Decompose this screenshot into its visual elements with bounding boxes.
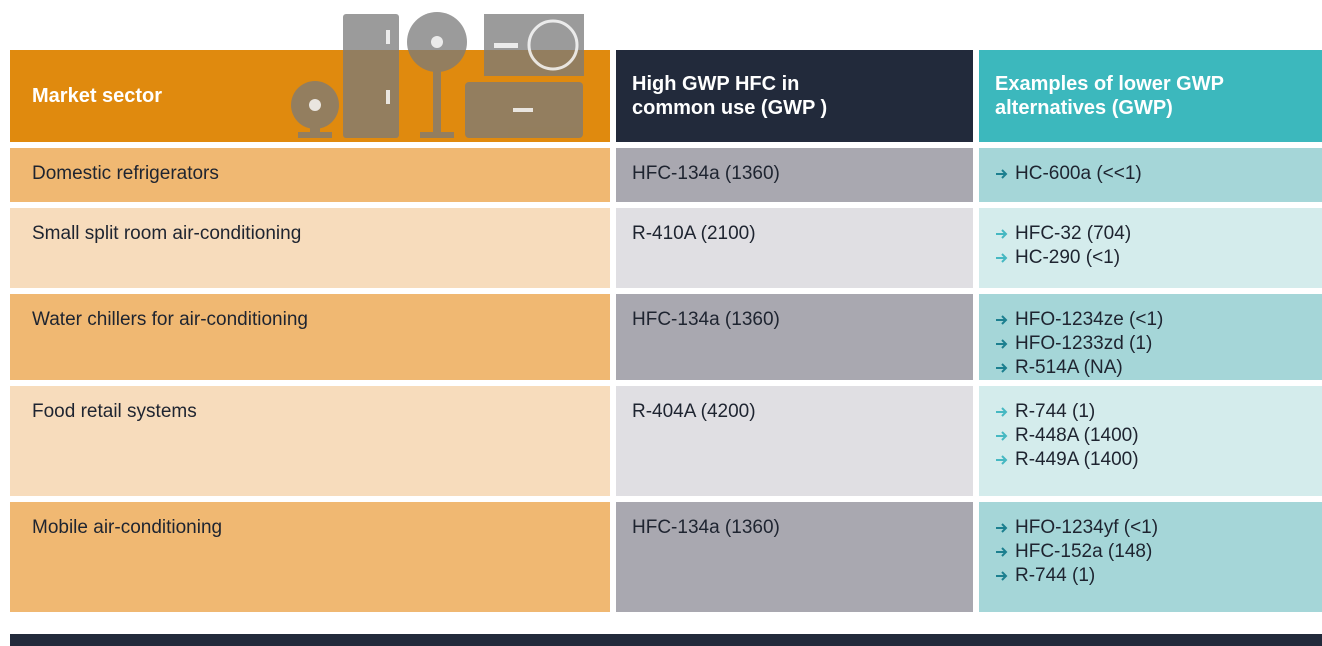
hfc-text: HFC-134a (1360): [632, 309, 780, 330]
sector-text: Domestic refrigerators: [32, 163, 219, 184]
hfc-cell: R-404A (4200): [616, 386, 973, 496]
alternative-text: HFO-1234ze (<1): [1015, 309, 1164, 330]
alternatives-cell: HFO-1234yf (<1) HFC-152a (148) R-744 (1): [979, 502, 1322, 612]
sector-text: Water chillers for air-conditioning: [32, 309, 308, 330]
header-cell: Examples of lower GWP alternatives (GWP): [979, 50, 1322, 142]
alternative-item: HFO-1234yf (<1): [995, 516, 1306, 540]
alternative-item: R-744 (1): [995, 564, 1306, 588]
arrow-icon: [996, 363, 1008, 373]
alternative-text: R-744 (1): [1015, 565, 1096, 586]
hfc-text: HFC-134a (1360): [632, 517, 780, 538]
sector-cell: Food retail systems: [10, 386, 610, 496]
arrow-icon: [996, 547, 1008, 557]
arrow-icon: [996, 253, 1008, 263]
alternative-item: HFC-152a (148): [995, 540, 1306, 564]
alternative-item: HFO-1234ze (<1): [995, 308, 1306, 332]
alternative-item: HC-290 (<1): [995, 246, 1306, 270]
alternative-text: HC-600a (<<1): [1015, 163, 1142, 184]
sector-cell: Water chillers for air-conditioning: [10, 294, 610, 380]
alternative-text: HC-290 (<1): [1015, 247, 1121, 268]
sector-text: Mobile air-conditioning: [32, 517, 223, 538]
alternative-text: HFC-152a (148): [1015, 541, 1153, 562]
header-text: Market sector: [32, 85, 163, 107]
alternative-text: R-449A (1400): [1015, 449, 1139, 470]
appliance-icons: [291, 12, 584, 138]
header-text: Examples of lower GWP alternatives (GWP): [995, 73, 1224, 119]
sector-cell: Small split room air-conditioning: [10, 208, 610, 288]
alternative-item: HC-600a (<<1): [995, 162, 1306, 186]
alternative-text: HFO-1233zd (1): [1015, 333, 1153, 354]
hfc-text: R-404A (4200): [632, 401, 756, 422]
alternative-text: R-448A (1400): [1015, 425, 1139, 446]
arrow-icon: [996, 339, 1008, 349]
hfc-cell: HFC-134a (1360): [616, 502, 973, 612]
footer-bar: [10, 634, 1322, 646]
alternative-item: HFO-1233zd (1): [995, 332, 1306, 356]
header-cell: High GWP HFC in common use (GWP ): [616, 50, 973, 142]
sector-text: Small split room air-conditioning: [32, 223, 302, 244]
alternatives-cell: HFC-32 (704) HC-290 (<1): [979, 208, 1322, 288]
arrow-icon: [996, 431, 1008, 441]
header-text: High GWP HFC in common use (GWP ): [632, 73, 828, 119]
arrow-icon: [996, 523, 1008, 533]
arrow-icon: [996, 455, 1008, 465]
alternative-item: R-744 (1): [995, 400, 1306, 424]
hfc-cell: HFC-134a (1360): [616, 148, 973, 202]
alternative-text: HFO-1234yf (<1): [1015, 517, 1159, 538]
arrow-icon: [996, 407, 1008, 417]
alternative-text: R-744 (1): [1015, 401, 1096, 422]
alternatives-cell: R-744 (1) R-448A (1400) R-449A (1400): [979, 386, 1322, 496]
sector-cell: Mobile air-conditioning: [10, 502, 610, 612]
sector-cell: Domestic refrigerators: [10, 148, 610, 202]
alternative-text: HFC-32 (704): [1015, 223, 1132, 244]
hfc-cell: R-410A (2100): [616, 208, 973, 288]
alternative-item: HFC-32 (704): [995, 222, 1306, 246]
arrow-icon: [996, 315, 1008, 325]
hfc-text: HFC-134a (1360): [632, 163, 780, 184]
alternative-text: R-514A (NA): [1015, 357, 1123, 378]
hfc-cell: HFC-134a (1360): [616, 294, 973, 380]
alternatives-cell: HFO-1234ze (<1) HFO-1233zd (1) R-514A (NA): [979, 294, 1322, 380]
alternative-item: R-448A (1400): [995, 424, 1306, 448]
sector-text: Food retail systems: [32, 401, 197, 422]
alternative-item: R-514A (NA): [995, 356, 1306, 380]
alternative-item: R-449A (1400): [995, 448, 1306, 472]
arrow-icon: [996, 571, 1008, 581]
arrow-icon: [996, 169, 1008, 179]
hfc-text: R-410A (2100): [632, 223, 756, 244]
alternatives-cell: HC-600a (<<1): [979, 148, 1322, 202]
arrow-icon: [996, 229, 1008, 239]
